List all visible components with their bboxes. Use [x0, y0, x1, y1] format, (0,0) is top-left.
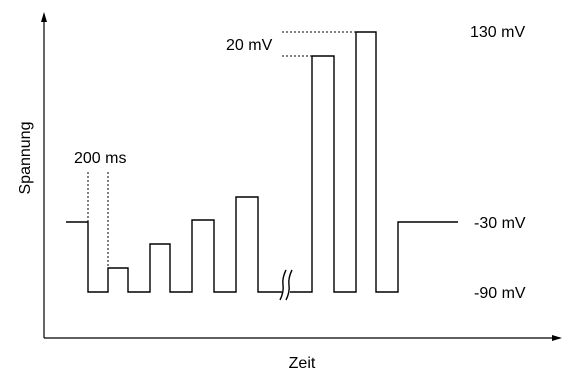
waveform-left — [66, 196, 282, 293]
break-mark-2 — [285, 269, 293, 301]
y-axis-label: Spannung — [17, 122, 34, 195]
step-label: 20 mV — [226, 37, 273, 54]
level-hold-label: -30 mV — [474, 215, 526, 232]
duration-label: 200 ms — [74, 150, 126, 167]
x-axis-arrow — [552, 335, 562, 341]
waveform-right — [290, 31, 458, 293]
y-axis-arrow — [41, 12, 47, 22]
level-bottom-label: -90 mV — [474, 285, 526, 302]
level-top-label: 130 mV — [470, 24, 525, 41]
break-mark-1 — [279, 269, 287, 301]
x-axis-label: Zeit — [289, 355, 316, 372]
